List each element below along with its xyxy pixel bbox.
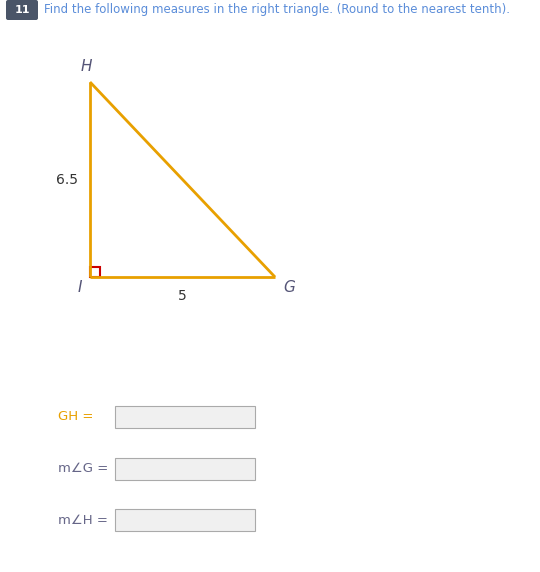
FancyBboxPatch shape	[115, 406, 255, 428]
FancyBboxPatch shape	[115, 458, 255, 480]
Text: Find the following measures in the right triangle. (Round to the nearest tenth).: Find the following measures in the right…	[44, 3, 510, 17]
Text: G: G	[283, 280, 295, 295]
Text: GH =: GH =	[58, 411, 93, 423]
Text: m∠G =: m∠G =	[58, 463, 108, 475]
FancyBboxPatch shape	[115, 509, 255, 531]
Text: 5: 5	[178, 289, 187, 303]
Bar	[90, 267, 100, 277]
Text: 11: 11	[14, 5, 30, 15]
FancyBboxPatch shape	[6, 0, 38, 20]
Text: 6.5: 6.5	[56, 173, 78, 186]
Text: H: H	[80, 59, 92, 74]
Text: I: I	[78, 280, 82, 295]
Text: m∠H =: m∠H =	[58, 514, 108, 526]
